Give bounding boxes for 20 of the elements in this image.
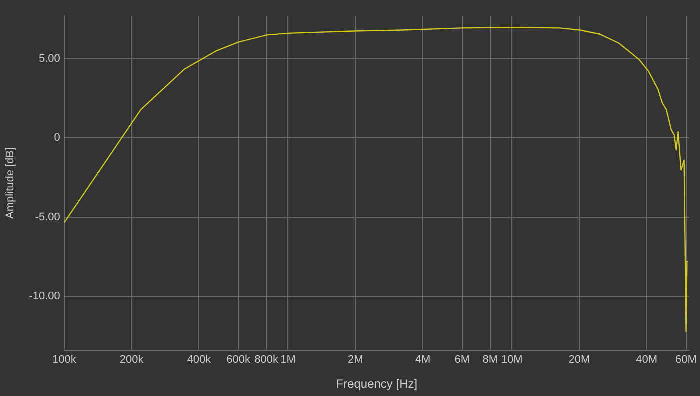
x-tick-label: 8M	[482, 354, 498, 366]
x-tick-label: 20M	[568, 354, 590, 366]
x-tick-label: 2M	[348, 354, 364, 366]
x-tick-label: 40M	[636, 354, 658, 366]
y-tick-label: -5.00	[35, 211, 60, 224]
x-tick-label: 60M	[676, 354, 697, 366]
x-tick-label: 100k	[52, 354, 77, 366]
y-axis-title: Amplitude [dB]	[4, 147, 17, 219]
x-tick-label: 1M	[280, 354, 296, 366]
x-tick-label: 800k	[254, 354, 279, 366]
x-tick-label: 10M	[501, 354, 523, 366]
x-axis-title: Frequency [Hz]	[336, 377, 418, 392]
y-tick-label: 5.00	[38, 52, 60, 65]
x-tick-label: 4M	[415, 354, 431, 366]
x-tick-label: 600k	[226, 354, 251, 366]
x-tick-label: 200k	[120, 354, 144, 366]
x-tick-label: 400k	[187, 354, 212, 366]
x-tick-label: 6M	[454, 354, 470, 366]
y-tick-label: 0	[54, 132, 60, 144]
y-tick-label: -10.00	[29, 290, 60, 303]
